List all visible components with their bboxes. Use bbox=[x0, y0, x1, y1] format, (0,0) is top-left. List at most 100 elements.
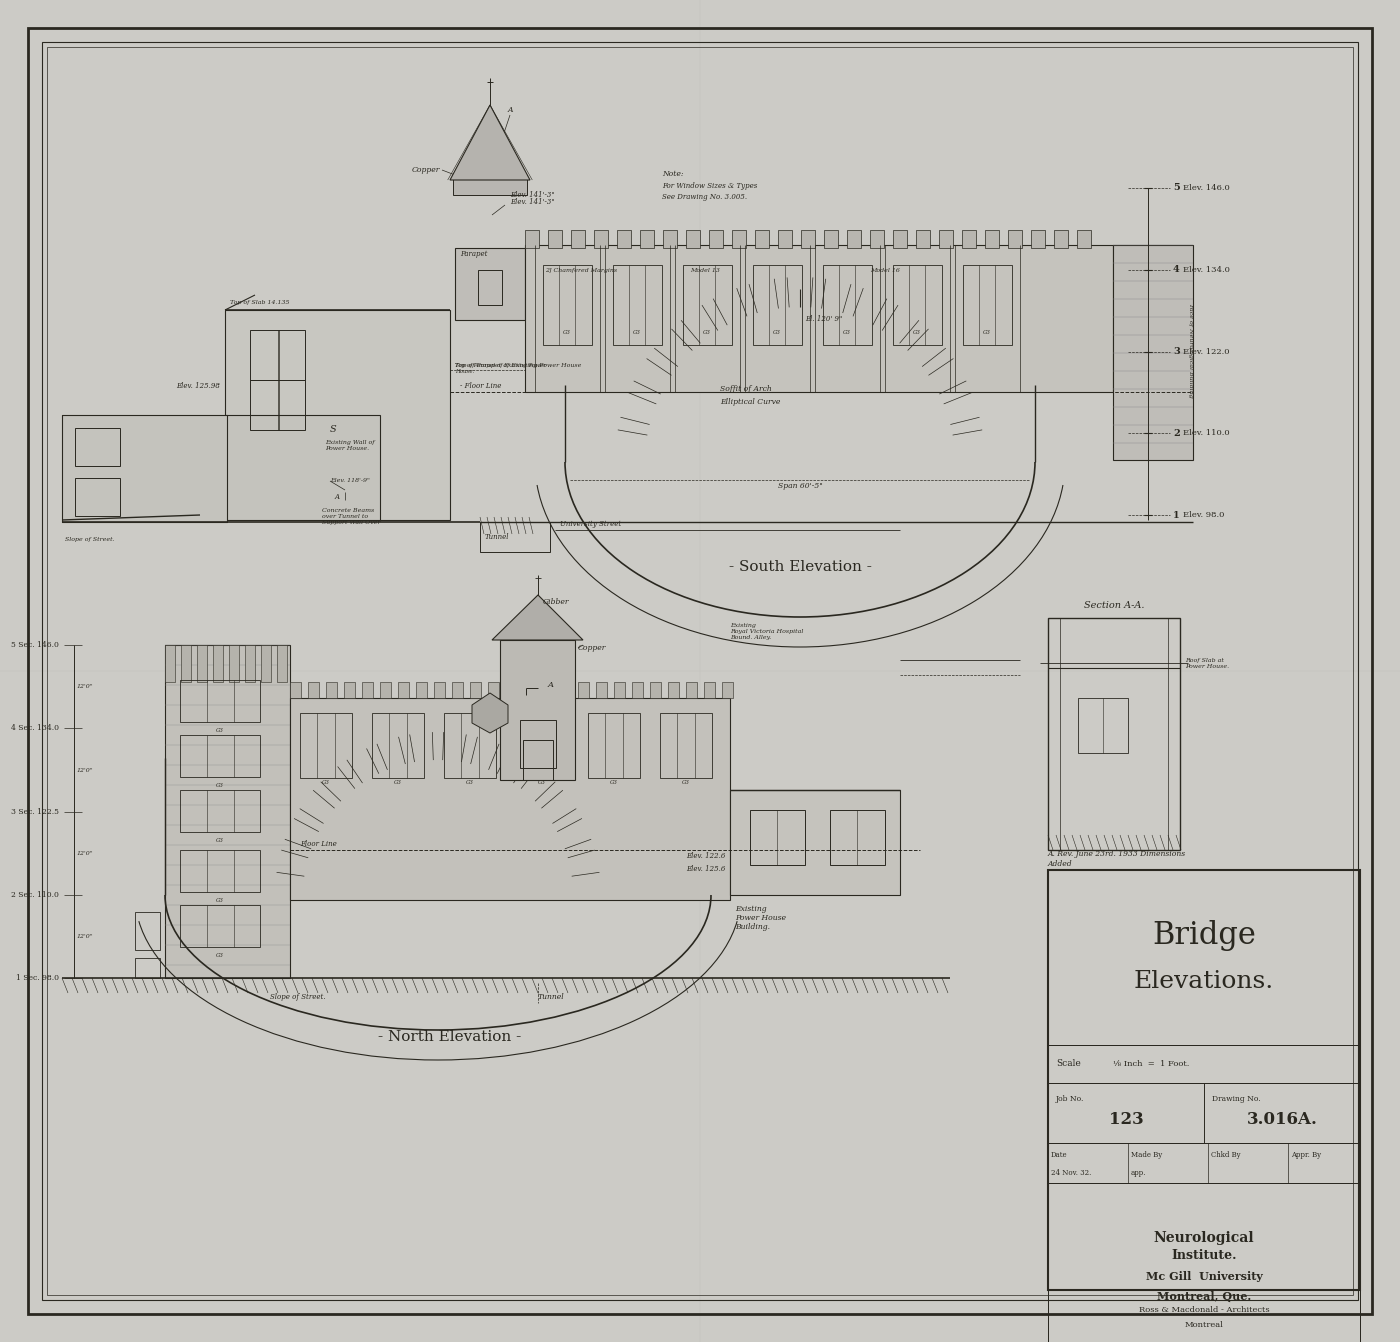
Bar bbox=[134, 958, 160, 978]
Bar bbox=[640, 229, 654, 248]
Text: Elev. 122.6: Elev. 122.6 bbox=[686, 852, 725, 860]
Bar bbox=[778, 229, 792, 248]
Bar bbox=[251, 330, 305, 380]
Text: Section A-A.: Section A-A. bbox=[1084, 601, 1144, 611]
Bar bbox=[801, 229, 815, 248]
Text: Mc Gill  University: Mc Gill University bbox=[1145, 1271, 1263, 1282]
Text: El. 120' 9": El. 120' 9" bbox=[805, 315, 843, 323]
Bar bbox=[181, 905, 260, 947]
Bar bbox=[308, 682, 319, 698]
Bar bbox=[181, 646, 190, 682]
Bar bbox=[617, 229, 631, 248]
Bar bbox=[277, 646, 287, 682]
Bar bbox=[1008, 229, 1022, 248]
Text: Concrete Beams
over Tunnel to
Support Wall Over: Concrete Beams over Tunnel to Support Wa… bbox=[322, 509, 381, 525]
Text: Gibber: Gibber bbox=[543, 599, 570, 607]
Bar bbox=[708, 229, 722, 248]
Bar bbox=[893, 229, 907, 248]
Text: Elev. 118'-9": Elev. 118'-9" bbox=[330, 478, 370, 483]
Bar bbox=[452, 682, 463, 698]
Text: 1: 1 bbox=[1173, 510, 1180, 519]
Bar bbox=[505, 682, 517, 698]
Text: G3: G3 bbox=[322, 780, 330, 785]
Bar bbox=[62, 415, 227, 522]
Text: Made By: Made By bbox=[1131, 1151, 1162, 1159]
Bar bbox=[1049, 1045, 1359, 1083]
Text: G3: G3 bbox=[538, 780, 546, 785]
Bar bbox=[398, 682, 409, 698]
Bar bbox=[588, 713, 640, 778]
Text: G3: G3 bbox=[216, 837, 224, 843]
Bar bbox=[755, 229, 769, 248]
Text: 123: 123 bbox=[1109, 1111, 1144, 1129]
Text: See Drawing No. 3.005.: See Drawing No. 3.005. bbox=[662, 193, 748, 201]
Text: Neurological: Neurological bbox=[1154, 1231, 1254, 1245]
Text: 3.016A.: 3.016A. bbox=[1246, 1111, 1317, 1129]
Bar bbox=[524, 682, 535, 698]
Text: - North Elevation -: - North Elevation - bbox=[378, 1031, 522, 1044]
Bar bbox=[1049, 1143, 1359, 1184]
Bar bbox=[519, 721, 556, 768]
Text: Bridge: Bridge bbox=[1152, 921, 1256, 951]
Bar bbox=[165, 646, 290, 978]
Bar bbox=[1049, 870, 1359, 1045]
Text: Roof Slab at
Power House.: Roof Slab at Power House. bbox=[1184, 658, 1229, 668]
Text: G3: G3 bbox=[913, 330, 921, 336]
Bar bbox=[823, 264, 872, 345]
Text: Existing Wall of
Power House.: Existing Wall of Power House. bbox=[325, 440, 375, 451]
Bar bbox=[489, 682, 498, 698]
Bar bbox=[290, 682, 301, 698]
Bar bbox=[500, 640, 575, 780]
Bar bbox=[825, 229, 839, 248]
Bar bbox=[525, 246, 1113, 392]
Bar bbox=[251, 380, 305, 429]
Text: 12'0": 12'0" bbox=[77, 851, 94, 856]
Text: 4 Sec. 134.0: 4 Sec. 134.0 bbox=[11, 723, 59, 731]
Bar bbox=[134, 913, 160, 950]
Bar bbox=[686, 682, 697, 698]
Bar bbox=[1054, 229, 1068, 248]
Text: G3: G3 bbox=[610, 780, 617, 785]
Bar bbox=[578, 682, 589, 698]
Text: G3: G3 bbox=[216, 953, 224, 958]
Bar bbox=[664, 229, 678, 248]
Text: Top of Parapet of Existing Power
House.: Top of Parapet of Existing Power House. bbox=[455, 362, 546, 374]
Text: Slope of Street.: Slope of Street. bbox=[64, 537, 115, 542]
Bar bbox=[290, 698, 729, 900]
Text: Elev. 146.0: Elev. 146.0 bbox=[1183, 184, 1229, 192]
Bar bbox=[260, 646, 272, 682]
Bar bbox=[729, 790, 900, 895]
Bar bbox=[939, 229, 953, 248]
Text: A: A bbox=[547, 680, 554, 688]
Bar bbox=[668, 682, 679, 698]
Bar bbox=[962, 229, 976, 248]
Text: G3: G3 bbox=[216, 782, 224, 788]
Text: Elev. 98.0: Elev. 98.0 bbox=[1183, 511, 1225, 519]
Text: 2 Sec. 110.0: 2 Sec. 110.0 bbox=[11, 891, 59, 899]
Text: S: S bbox=[330, 425, 336, 433]
Text: 12'0": 12'0" bbox=[77, 934, 94, 939]
Bar bbox=[213, 646, 223, 682]
Bar bbox=[181, 790, 260, 832]
Text: 1 Sec. 98.0: 1 Sec. 98.0 bbox=[15, 974, 59, 982]
Text: Existing
Royal Victoria Hospital
Bound. Alley.: Existing Royal Victoria Hospital Bound. … bbox=[729, 624, 804, 640]
Bar bbox=[444, 713, 496, 778]
Text: Institute.: Institute. bbox=[1172, 1249, 1236, 1261]
Text: Job No.: Job No. bbox=[1056, 1095, 1085, 1103]
Bar bbox=[1049, 1083, 1359, 1143]
Bar bbox=[631, 682, 643, 698]
Bar bbox=[225, 415, 379, 519]
Bar bbox=[869, 229, 883, 248]
Polygon shape bbox=[491, 595, 582, 640]
Text: For Window Sizes & Types: For Window Sizes & Types bbox=[662, 183, 757, 191]
Text: 24 Nov. 32.: 24 Nov. 32. bbox=[1051, 1169, 1092, 1177]
Bar bbox=[181, 849, 260, 892]
Bar bbox=[830, 811, 885, 866]
Text: Model 13: Model 13 bbox=[690, 268, 720, 272]
Text: G3: G3 bbox=[466, 780, 475, 785]
Bar bbox=[547, 229, 561, 248]
Text: 3 Sec. 122.5: 3 Sec. 122.5 bbox=[11, 808, 59, 816]
Bar bbox=[1049, 619, 1180, 849]
Bar bbox=[543, 264, 592, 345]
Bar bbox=[1077, 229, 1091, 248]
